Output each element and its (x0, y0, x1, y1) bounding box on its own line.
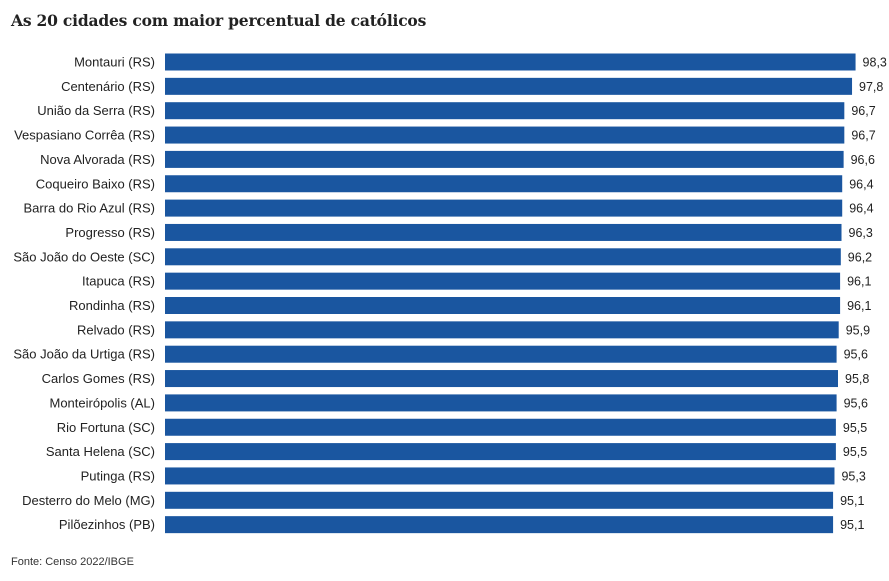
value-label: 95,5 (843, 445, 867, 459)
value-label: 96,7 (851, 104, 875, 118)
value-label: 95,1 (840, 494, 864, 508)
value-label: 96,1 (847, 299, 871, 313)
category-label: União da Serra (RS) (37, 103, 155, 118)
bar (165, 491, 834, 509)
bar (165, 443, 836, 461)
value-label: 95,9 (846, 323, 870, 337)
bar (165, 516, 834, 534)
category-label: Putinga (RS) (81, 468, 155, 483)
category-label: São João do Oeste (SC) (13, 249, 155, 264)
bar (165, 126, 845, 144)
value-label: 96,6 (851, 153, 875, 167)
value-label: 95,5 (843, 421, 867, 435)
bar (165, 102, 845, 120)
category-label: Barra do Rio Azul (RS) (24, 201, 156, 216)
category-label: Nova Alvorada (RS) (40, 152, 155, 167)
bar (165, 272, 841, 290)
category-label: Itapuca (RS) (82, 274, 155, 289)
value-label: 96,7 (851, 129, 875, 143)
value-label: 96,2 (848, 250, 872, 264)
value-label: 98,3 (863, 56, 887, 70)
value-label: 96,3 (849, 226, 873, 240)
bar (165, 418, 836, 436)
category-label: Rondinha (RS) (69, 298, 155, 313)
bar (165, 394, 837, 412)
bar (165, 223, 842, 241)
category-label: Santa Helena (SC) (46, 444, 155, 459)
bar (165, 370, 838, 388)
bar (165, 77, 853, 95)
bar (165, 321, 839, 339)
category-label: Desterro do Melo (MG) (22, 493, 155, 508)
chart-title: As 20 cidades com maior percentual de ca… (11, 11, 427, 30)
bar (165, 467, 835, 485)
value-label: 97,8 (859, 80, 883, 94)
value-label: 96,1 (847, 275, 871, 289)
category-label: Montauri (RS) (74, 55, 155, 70)
value-label: 95,8 (845, 372, 869, 386)
category-label: Carlos Gomes (RS) (42, 371, 155, 386)
bar (165, 297, 841, 314)
category-label: Progresso (RS) (65, 225, 155, 240)
value-label: 96,4 (849, 177, 873, 191)
category-label: Pilõezinhos (PB) (59, 517, 155, 532)
value-label: 95,6 (844, 396, 868, 410)
category-label: Rio Fortuna (SC) (57, 420, 155, 435)
bar (165, 175, 843, 193)
value-label: 95,3 (841, 469, 865, 483)
value-label: 95,1 (840, 518, 864, 532)
bar (165, 345, 837, 363)
category-label: Coqueiro Baixo (RS) (36, 176, 155, 191)
bar (165, 199, 843, 217)
category-label: Monteirópolis (AL) (50, 395, 156, 410)
category-label: São João da Urtiga (RS) (13, 347, 155, 362)
bar (165, 150, 844, 168)
value-label: 95,6 (844, 348, 868, 362)
bar (165, 53, 856, 71)
source-note: Fonte: Censo 2022/IBGE (11, 556, 134, 568)
bar (165, 248, 841, 266)
category-label: Vespasiano Corrêa (RS) (14, 128, 155, 143)
value-label: 96,4 (849, 202, 873, 216)
category-label: Relvado (RS) (77, 322, 155, 337)
category-label: Centenário (RS) (61, 79, 155, 94)
